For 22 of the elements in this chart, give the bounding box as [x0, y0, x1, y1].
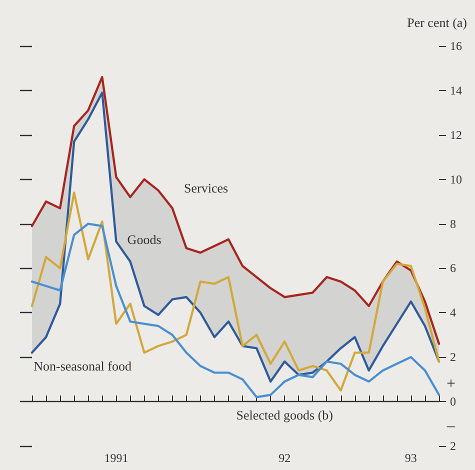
x-tick-label: 92 [278, 451, 291, 465]
y-tick-label: 4 [450, 306, 456, 320]
series-label: Non-seasonal food [34, 358, 132, 374]
y-tick-label: 0 [450, 394, 456, 409]
line-series [30, 222, 440, 398]
y-tick-label: 6 [450, 261, 456, 276]
y-tick-label: 14 [450, 83, 462, 98]
y-tick-label: 10 [450, 172, 462, 186]
y-tick-label: 2 [450, 350, 456, 364]
series-label: Selected goods (b) [236, 407, 334, 422]
y-tick-label: 2 [450, 439, 456, 453]
series-label: Goods [127, 232, 162, 247]
y-tick-label: 16 [450, 39, 462, 53]
x-tick-label: 1991 [104, 451, 128, 465]
x-tick-label: 93 [404, 451, 417, 465]
y-tick-label: 12 [450, 128, 462, 142]
y-tick-label: 8 [450, 216, 456, 231]
text: – [446, 418, 456, 434]
text: + [446, 375, 456, 392]
y-axis-title: Per cent (a) [407, 15, 468, 30]
line-series [30, 192, 440, 392]
series-label: Services [184, 180, 228, 196]
